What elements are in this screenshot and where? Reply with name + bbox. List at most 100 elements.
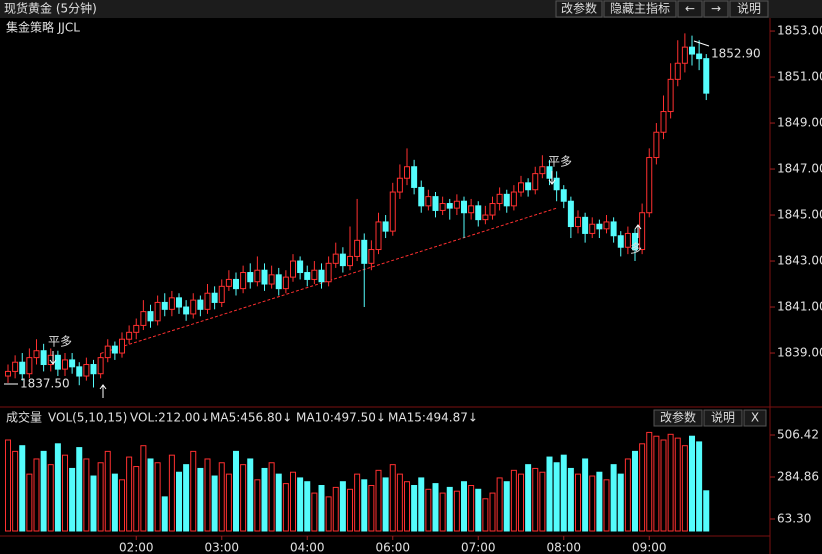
y-tick-label: 1845.00 — [777, 208, 822, 222]
x-tick-label: 02:00 — [119, 541, 154, 554]
high-label: 1852.90 — [711, 47, 761, 61]
volume-button[interactable] — [653, 409, 703, 427]
volume-bar — [596, 471, 603, 532]
candle-body — [375, 221, 382, 251]
volume-bar — [703, 490, 710, 532]
candle-body — [282, 276, 289, 290]
candle-body — [90, 364, 97, 375]
volume-tick-label: 284.86 — [777, 469, 819, 483]
toolbar-button[interactable] — [603, 0, 677, 18]
candle-body — [339, 253, 346, 267]
candle-body — [368, 249, 375, 264]
x-tick-label: 07:00 — [461, 541, 496, 554]
candle-body — [503, 193, 510, 207]
volume-bar — [297, 477, 304, 532]
volume-button[interactable] — [703, 409, 743, 427]
volume-bar — [26, 473, 33, 532]
candle-body — [304, 272, 311, 280]
volume-bar — [453, 490, 460, 532]
volume-bar — [503, 481, 510, 532]
volume-bar — [603, 479, 610, 532]
volume-title: 成交量 — [6, 410, 42, 425]
volume-bar — [282, 483, 289, 532]
y-tick-label: 1847.00 — [777, 162, 822, 176]
candle-body — [225, 278, 232, 287]
candle-body — [233, 278, 239, 290]
toolbar-button-label[interactable]: 隐藏主指标 — [610, 1, 670, 16]
volume-bar — [482, 498, 489, 532]
volume-bar — [489, 492, 496, 532]
volume-bar — [639, 443, 646, 532]
candle-body — [489, 203, 496, 216]
volume-bar — [567, 467, 574, 532]
high-marker — [693, 40, 710, 47]
volume-bar — [411, 485, 418, 532]
toolbar-button-label[interactable]: 说明 — [737, 1, 761, 16]
candle-body — [575, 216, 581, 228]
candle-body — [689, 46, 695, 55]
candle-body — [40, 350, 47, 366]
toolbar-button[interactable] — [729, 0, 769, 18]
candle-body — [674, 62, 681, 80]
volume-bar — [318, 485, 325, 532]
volume-bar — [197, 467, 204, 532]
volume-bar — [325, 496, 332, 532]
candle-body — [183, 306, 190, 315]
volume-bar — [168, 454, 175, 532]
candle-body — [204, 292, 211, 310]
volume-bar — [12, 450, 19, 532]
volume-bar — [111, 473, 118, 532]
toolbar-button[interactable] — [703, 0, 729, 18]
candle-body — [496, 193, 503, 205]
volume-tick-label: 506.42 — [777, 427, 819, 441]
candle-body — [610, 221, 617, 237]
y-tick-label: 1849.00 — [777, 116, 822, 130]
volume-bar — [247, 458, 254, 532]
candle-body — [632, 232, 638, 251]
volume-bar — [211, 475, 218, 532]
toolbar-button[interactable] — [677, 0, 703, 18]
signal-label: 平多 — [48, 335, 72, 349]
y-tick-label: 1851.00 — [777, 70, 822, 84]
volume-bar — [689, 435, 695, 532]
candle-body — [567, 200, 574, 228]
toolbar-button-label[interactable]: 改参数 — [561, 1, 597, 16]
toolbar-button-label[interactable]: ← — [685, 2, 695, 16]
candle-body — [560, 189, 567, 202]
candle-body — [104, 345, 111, 359]
candle-body — [19, 361, 26, 375]
volume-bar — [240, 464, 247, 532]
candle-body — [396, 177, 403, 193]
volume-bar — [76, 447, 83, 532]
candle-body — [240, 272, 247, 290]
x-tick-label: 08:00 — [546, 541, 581, 554]
volume-bar — [119, 479, 125, 532]
volume-bar — [218, 462, 225, 532]
volume-bar — [396, 473, 403, 532]
volume-bar — [275, 473, 282, 532]
volume-bar — [40, 450, 47, 532]
candle-body — [83, 364, 90, 377]
volume-button-label[interactable]: 说明 — [711, 410, 735, 425]
volume-button[interactable] — [743, 409, 767, 427]
candle-body — [475, 205, 482, 221]
candle-body — [617, 235, 624, 248]
volume-bar — [104, 450, 111, 532]
volume-bar — [261, 467, 268, 532]
candle-body — [532, 173, 539, 191]
candle-body — [197, 299, 204, 310]
volume-bar — [47, 464, 54, 532]
toolbar-button[interactable] — [555, 0, 603, 18]
candle-body — [696, 53, 703, 60]
volume-button-label[interactable]: 改参数 — [660, 410, 696, 425]
volume-bar — [69, 467, 76, 532]
toolbar-button-label[interactable]: → — [711, 2, 721, 16]
candle-body — [510, 191, 517, 207]
volume-button-label[interactable]: X — [751, 411, 759, 425]
volume-bar — [461, 481, 467, 532]
candle-body — [468, 205, 475, 214]
volume-bar — [496, 477, 503, 532]
signal-label: 平多 — [548, 155, 572, 169]
candle-body — [111, 345, 118, 354]
candle-body — [76, 366, 83, 377]
